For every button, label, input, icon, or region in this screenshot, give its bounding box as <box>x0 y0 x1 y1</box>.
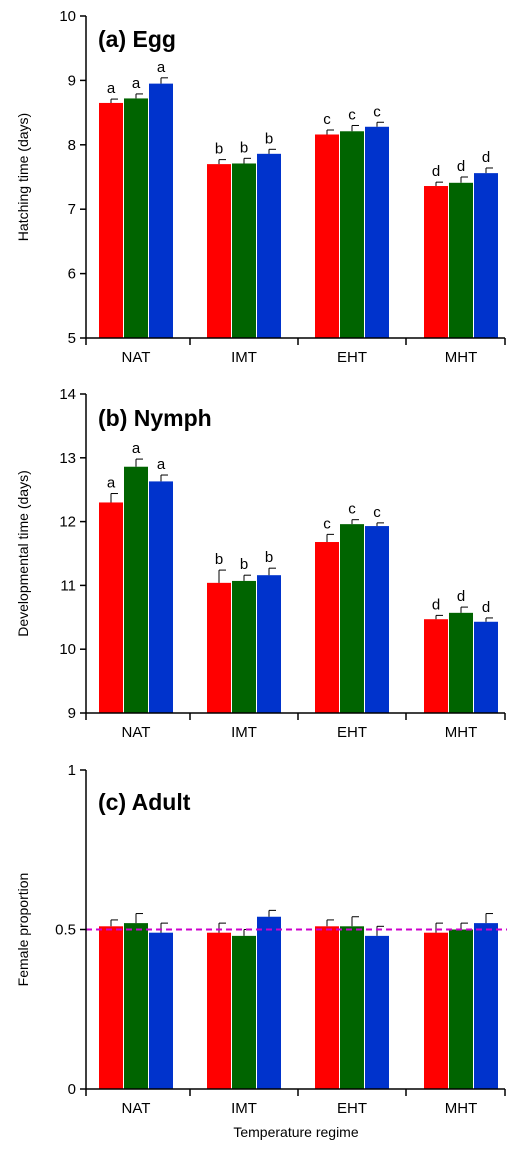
bar <box>424 932 448 1089</box>
bar <box>449 929 473 1089</box>
significance-letter: c <box>348 501 356 518</box>
significance-letter: d <box>482 599 490 616</box>
bar <box>315 926 339 1089</box>
bar <box>99 102 123 338</box>
significance-letter: a <box>157 456 166 473</box>
y-tick-label: 11 <box>60 577 76 594</box>
y-tick-label: 9 <box>68 705 76 722</box>
y-tick-label: 5 <box>68 330 76 347</box>
bar <box>474 173 498 338</box>
y-tick-label: 0 <box>68 1081 76 1098</box>
significance-letter: a <box>107 475 116 492</box>
bar <box>315 134 339 338</box>
y-tick-label: 0.5 <box>55 922 76 939</box>
significance-letter: d <box>432 596 440 613</box>
y-tick-label: 6 <box>68 266 76 283</box>
bar <box>257 575 281 713</box>
bar <box>99 502 123 713</box>
significance-letter: c <box>373 504 381 521</box>
bar <box>232 163 256 338</box>
bar <box>124 98 148 338</box>
y-tick-label: 12 <box>59 514 76 531</box>
significance-letter: c <box>373 103 381 120</box>
panel-title: (c) Adult <box>98 789 191 815</box>
x-tick-label: IMT <box>231 1100 257 1117</box>
significance-letter: b <box>240 556 248 573</box>
bar <box>424 186 448 338</box>
y-axis-label: Female proportion <box>15 873 31 987</box>
y-axis-label: Developmental time (days) <box>15 470 31 637</box>
chart-panel-0: a b c d a b c d a b c d 5 6 7 8 9 10 NAT IMT EHT MHT (a) Egg Ha… <box>15 8 506 366</box>
bar <box>424 619 448 713</box>
significance-letter: a <box>132 440 141 457</box>
bar <box>207 582 231 713</box>
y-axis-label: Hatching time (days) <box>15 113 31 241</box>
bar <box>207 932 231 1089</box>
bar <box>365 526 389 713</box>
x-tick-label: NAT <box>122 724 151 741</box>
significance-letter: d <box>457 158 465 175</box>
x-tick-label: MHT <box>445 724 478 741</box>
chart-panel-2: 0 0.5 1 NAT IMT EHT MHT (c) Adult Female proport… <box>15 762 507 1140</box>
significance-letter: b <box>265 549 273 566</box>
significance-letter: c <box>323 111 331 128</box>
chart-panel-1: a b c d a b c d a b c d 9 10 11 12 13 14 NAT IMT EHT MHT (b) N… <box>15 386 506 741</box>
bar <box>257 153 281 338</box>
x-tick-label: MHT <box>445 349 478 366</box>
bar <box>99 926 123 1089</box>
x-tick-label: EHT <box>337 349 367 366</box>
significance-letter: a <box>132 75 141 92</box>
y-tick-label: 10 <box>59 641 76 658</box>
y-tick-label: 1 <box>68 762 76 779</box>
bar <box>315 542 339 713</box>
y-tick-label: 10 <box>59 8 76 25</box>
bar <box>257 916 281 1089</box>
bar <box>340 131 364 338</box>
x-axis-label: Temperature regime <box>233 1124 358 1140</box>
x-tick-label: MHT <box>445 1100 478 1117</box>
significance-letter: b <box>240 139 248 156</box>
x-tick-label: NAT <box>122 349 151 366</box>
x-tick-label: EHT <box>337 724 367 741</box>
significance-letter: d <box>432 163 440 180</box>
bar <box>149 83 173 339</box>
bar <box>207 164 231 338</box>
bar <box>232 935 256 1089</box>
y-tick-label: 14 <box>59 386 76 403</box>
panel-title: (a) Egg <box>98 26 176 52</box>
bar <box>449 182 473 338</box>
bar <box>149 932 173 1089</box>
x-tick-label: NAT <box>122 1100 151 1117</box>
x-tick-label: IMT <box>231 724 257 741</box>
significance-letter: a <box>157 59 166 76</box>
y-tick-label: 13 <box>59 450 76 467</box>
bar <box>365 126 389 338</box>
bar <box>474 923 498 1089</box>
significance-letter: a <box>107 80 116 97</box>
bar <box>449 612 473 713</box>
significance-letter: d <box>457 588 465 605</box>
significance-letter: b <box>215 141 223 158</box>
bar <box>124 923 148 1089</box>
bar <box>124 466 148 713</box>
bar <box>474 621 498 713</box>
bar <box>340 524 364 713</box>
x-tick-label: EHT <box>337 1100 367 1117</box>
significance-letter: d <box>482 149 490 166</box>
y-tick-label: 9 <box>68 72 76 89</box>
y-tick-label: 8 <box>68 137 76 154</box>
significance-letter: c <box>348 106 356 123</box>
significance-letter: b <box>215 551 223 568</box>
bar <box>365 935 389 1089</box>
significance-letter: b <box>265 130 273 147</box>
bar <box>149 481 173 713</box>
bar <box>232 580 256 713</box>
bar <box>340 926 364 1089</box>
x-tick-label: IMT <box>231 349 257 366</box>
significance-letter: c <box>323 515 331 532</box>
panel-title: (b) Nymph <box>98 405 212 431</box>
y-tick-label: 7 <box>68 201 76 218</box>
